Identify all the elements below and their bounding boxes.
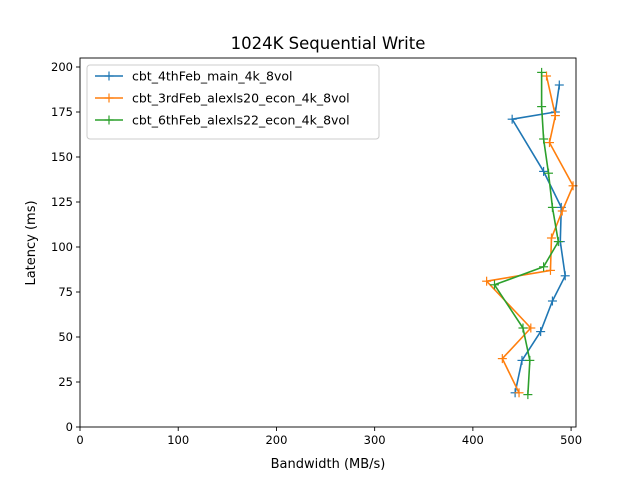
series-1-point-11 [554,80,564,90]
series-2-point-3 [526,323,536,333]
x-tick-label-5: 500 [560,433,582,447]
legend-entry-1: cbt_4thFeb_main_4k_8vol [95,69,293,84]
series-3-point-2 [525,355,535,365]
axes: 0 100 200 300 400 500 0 25 50 75 100 125 150 175 200 [51,57,582,447]
series-2-point-11 [542,71,552,81]
x-tick-label-1: 100 [167,433,189,447]
series-2-point-4 [482,276,492,286]
y-axis-label: Latency (ms) [24,200,39,285]
y-tick-label-6: 150 [51,150,73,164]
legend-entry-1-marker [104,71,114,81]
x-tick-label-4: 400 [462,433,484,447]
y-tick-label-4: 100 [51,240,73,254]
legend-entry-2: cbt_3rdFeb_alexls20_econ_4k_8vol [95,91,350,106]
axes-frame [79,57,577,428]
series-2-point-6 [546,233,556,243]
series-3-point-11 [537,67,547,77]
series-1-point-4 [547,296,557,306]
series-2-point-10 [550,111,560,121]
plot-area [482,67,578,400]
series-1-point-5 [560,271,570,281]
y-tick-label-0: 0 [66,420,73,434]
series-2-point-2 [497,354,507,364]
y-tick-label-3: 75 [58,285,73,299]
series-3-point-9 [539,134,549,144]
series-3-point-10 [537,102,547,112]
series-3-point-5 [539,262,549,272]
series-3-point-3 [518,323,528,333]
series-3-point-1 [523,390,533,400]
legend-entry-3: cbt_6thFeb_alexls22_econ_4k_8vol [95,113,350,128]
legend-entry-2-label: cbt_3rdFeb_alexls20_econ_4k_8vol [132,91,350,106]
y-tick-label-8: 200 [51,60,73,74]
series-3-point-4 [489,280,499,290]
series-3-point-6 [553,237,563,247]
y-tick-label-1: 25 [58,375,73,389]
x-tick-label-2: 200 [265,433,287,447]
series-2 [482,71,578,398]
series-3 [489,67,563,400]
legend-box [86,64,380,140]
series-2-point-5 [545,265,555,275]
series-1-point-3 [536,327,546,337]
legend-entry-3-label: cbt_6thFeb_alexls22_econ_4k_8vol [132,113,350,128]
series-2-point-7 [557,206,567,216]
y-tick-label-5: 125 [51,195,73,209]
x-tick-label-3: 300 [364,433,386,447]
y-tick-label-2: 50 [58,330,73,344]
chart-title: 1024K Sequential Write [231,34,426,53]
series-3-point-7 [547,202,557,212]
y-tick-label-7: 175 [51,105,73,119]
legend-entry-2-marker [104,93,114,103]
series-1-point-2 [517,355,527,365]
series-2-point-9 [544,138,554,148]
series-2-point-1 [514,388,524,398]
legend-entry-1-label: cbt_4thFeb_main_4k_8vol [132,69,293,84]
legend-entry-3-marker [104,115,114,125]
series-3-point-8 [543,168,553,178]
series-1-point-8 [539,166,549,176]
x-tick-label-0: 0 [76,433,83,447]
series-1-point-9 [507,114,517,124]
x-axis-label: Bandwidth (MB/s) [271,457,386,472]
legend: cbt_4thFeb_main_4k_8vol cbt_3rdFeb_alexls… [86,64,380,140]
